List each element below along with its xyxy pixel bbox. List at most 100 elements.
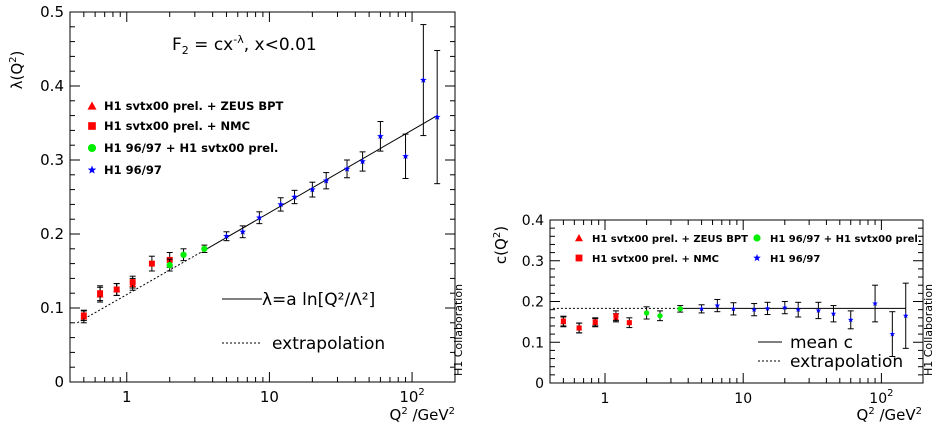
extrapolation-line [77, 249, 205, 324]
c-x-axis-title: Q2 /GeV2 [857, 406, 923, 424]
y-tick-label: 0 [54, 373, 64, 391]
x-tick-label: 1 [122, 388, 132, 406]
data-point-circle [201, 245, 208, 252]
data-point-star [377, 132, 384, 140]
data-point-circle [180, 251, 187, 258]
y-tick-label: 0.2 [522, 295, 544, 311]
legend-marker-star [753, 254, 761, 262]
x-tick-label-exponent: 2 [418, 387, 424, 398]
data-point-star [902, 312, 909, 319]
data-point-square [80, 312, 87, 319]
x-tick-label-exponent: 2 [887, 388, 893, 399]
data-point-circle [643, 310, 650, 316]
legend-label: H1 svtx00 prel. + ZEUS BPT [592, 234, 748, 245]
data-point-square [560, 318, 566, 324]
legend-label: H1 svtx00 prel. + ZEUS BPT [104, 99, 284, 113]
data-point-star [872, 300, 878, 306]
legend-marker-circle [753, 234, 761, 242]
data-point-star [277, 200, 285, 208]
y-tick-label: 0.4 [522, 213, 544, 229]
legend-label: H1 96/97 [770, 254, 820, 265]
data-point-square [97, 290, 104, 297]
y-tick-label: 0.1 [522, 335, 544, 351]
data-point-star [698, 305, 705, 312]
data-point-star [420, 76, 427, 83]
lambda-panel: 0 0.1 0.2 0.3 0.4 0.5 1 10 102 λ(Q2) Q2 /GeV2 F2… [8, 3, 456, 424]
data-point-star [223, 232, 230, 240]
x-tick-label: 10 [734, 391, 752, 407]
lambda-extrap-legend-label: extrapolation [272, 334, 385, 354]
x-tick-label: 10 [260, 388, 279, 406]
c-mean-legend-label: mean c [790, 333, 853, 353]
c-axis-ticks: 0 0.1 0.2 0.3 0.4 1 10 102 [522, 213, 924, 407]
data-point-square [129, 279, 136, 286]
lambda-y-axis-title: λ(Q2) [8, 51, 26, 90]
lambda-formula-annotation: F2 = cx-λ, x<0.01 [172, 33, 317, 57]
x-tick-label: 1 [601, 391, 610, 407]
data-point-square [592, 319, 598, 325]
c-y-axis-title: c(Q2) [492, 226, 510, 264]
data-point-star [343, 165, 351, 172]
data-point-star [322, 177, 330, 184]
data-point-star [830, 310, 837, 317]
c-legend: H1 svtx00 prel. + ZEUS BPT H1 svtx00 prel… [575, 234, 922, 265]
legend-label: H1 96/97 + H1 svtx00 prel. [104, 141, 278, 155]
data-point-star [291, 193, 298, 200]
lambda-legend: H1 svtx00 prel. + ZEUS BPT H1 svtx00 prel… [87, 99, 284, 177]
lambda-data-points [80, 24, 441, 324]
data-point-star [256, 214, 263, 221]
y-tick-label: 0.5 [40, 3, 64, 21]
y-tick-label: 0.3 [522, 254, 544, 270]
data-point-square [148, 260, 155, 267]
data-point-star [764, 305, 771, 311]
data-point-star [781, 304, 788, 311]
data-point-square [113, 286, 120, 293]
c-panel: 0 0.1 0.2 0.3 0.4 1 10 102 c(Q2) Q2 /GeV2 H1 sv… [492, 213, 924, 424]
data-point-star [402, 152, 409, 160]
lambda-axis-ticks: 0 0.1 0.2 0.3 0.4 0.5 1 10 102 [40, 3, 456, 406]
legend-label: H1 svtx00 prel. + NMC [104, 119, 250, 133]
legend-marker-triangle [87, 101, 97, 110]
x-tick-label: 102 [869, 388, 893, 407]
data-point-star [815, 307, 822, 313]
data-point-star [309, 186, 316, 193]
legend-marker-star [87, 165, 97, 174]
data-point-square [613, 313, 619, 319]
side-label-right: H1 Collaboration [922, 284, 935, 376]
y-tick-label: 0 [535, 376, 544, 392]
legend-marker-triangle [575, 234, 583, 242]
y-tick-label: 0.1 [40, 299, 64, 317]
data-point-circle [657, 313, 663, 319]
legend-label: H1 96/97 + H1 svtx00 prel. [770, 234, 922, 245]
legend-marker-circle [87, 143, 97, 153]
data-point-circle [166, 261, 173, 269]
data-point-star [359, 157, 366, 165]
lambda-plot-frame [69, 11, 456, 383]
data-point-star [751, 306, 757, 313]
y-tick-label: 0.2 [40, 225, 64, 243]
c-extrap-legend-label: extrapolation [790, 352, 903, 372]
data-point-star [847, 316, 854, 323]
side-label-left: H1 Collaboration [452, 284, 465, 376]
legend-label: H1 96/97 [104, 163, 162, 177]
data-point-star [433, 113, 441, 120]
fit-line [204, 115, 438, 251]
c-data-points [560, 282, 909, 358]
lambda-fit-legend-label: λ=a ln[Q²/Λ²] [262, 290, 375, 310]
x-tick-label: 102 [399, 387, 424, 406]
data-point-star [795, 306, 802, 313]
legend-label: H1 svtx00 prel. + NMC [592, 254, 719, 265]
y-tick-label: 0.4 [40, 77, 64, 95]
data-point-square [626, 320, 632, 326]
lambda-x-axis-title: Q2 /GeV2 [390, 406, 456, 424]
data-point-star [730, 305, 737, 312]
data-point-star [239, 228, 247, 235]
legend-marker-square [88, 122, 96, 130]
y-tick-label: 0.3 [40, 151, 64, 169]
data-point-star [714, 302, 721, 308]
data-point-square [576, 325, 582, 331]
data-point-circle [677, 306, 683, 312]
legend-marker-square [575, 254, 583, 262]
data-point-star [889, 331, 896, 337]
